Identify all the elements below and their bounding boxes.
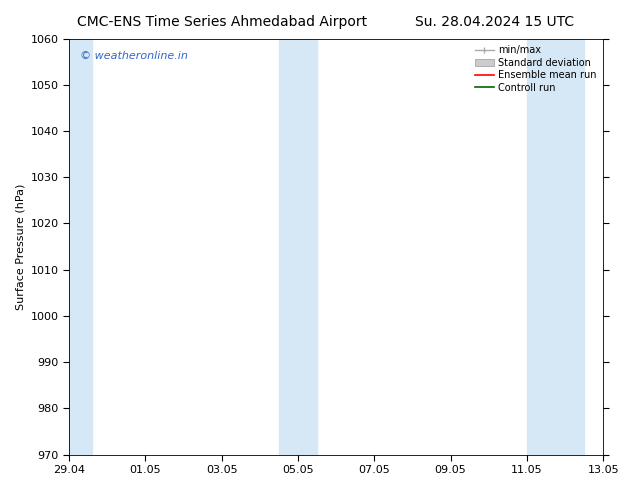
Bar [69, 39, 92, 455]
Legend: min/max, Standard deviation, Ensemble mean run, Controll run: min/max, Standard deviation, Ensemble me… [472, 44, 598, 95]
Text: CMC-ENS Time Series Ahmedabad Airport: CMC-ENS Time Series Ahmedabad Airport [77, 15, 367, 29]
Bar [527, 39, 584, 455]
Text: Su. 28.04.2024 15 UTC: Su. 28.04.2024 15 UTC [415, 15, 574, 29]
Y-axis label: Surface Pressure (hPa): Surface Pressure (hPa) [15, 183, 25, 310]
Text: © weatheronline.in: © weatheronline.in [80, 51, 188, 61]
Bar [279, 39, 317, 455]
